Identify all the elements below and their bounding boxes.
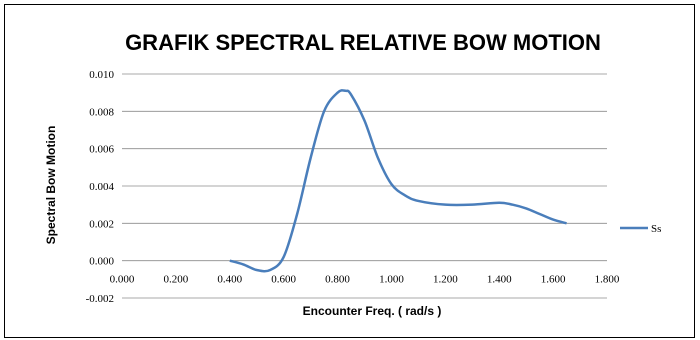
y-tick-label: 0.010 — [89, 69, 114, 81]
x-tick-labels: 0.000 0.200 0.400 0.600 0.800 1.000 1.200 1.400… — [110, 274, 620, 286]
x-tick-label: 0.600 — [271, 274, 296, 286]
x-tick-label: 1.800 — [595, 274, 620, 286]
chart-title: GRAFIK SPECTRAL RELATIVE BOW MOTION — [125, 30, 601, 55]
series-layer — [229, 89, 567, 273]
x-tick-label: 0.800 — [325, 274, 350, 286]
x-axis-title: Encounter Freq. ( rad/s ) — [303, 304, 442, 318]
x-tick-label: 1.200 — [433, 274, 458, 286]
x-tick-label: 1.600 — [541, 274, 566, 286]
x-tick-label: 1.000 — [379, 274, 404, 286]
y-tick-label: 0.006 — [89, 144, 114, 156]
chart-frame — [4, 4, 695, 338]
y-tick-label: 0.000 — [89, 256, 114, 268]
y-tick-label: 0.004 — [89, 181, 114, 193]
grid — [122, 73, 607, 299]
series-line-0 — [229, 89, 567, 273]
y-tick-label: -0.002 — [86, 293, 114, 305]
x-tick-label: 1.400 — [487, 274, 512, 286]
x-tick-label: 0.000 — [110, 274, 135, 286]
y-axis-title: Spectral Bow Motion — [44, 126, 58, 245]
y-tick-labels: 0.010 0.008 0.006 0.004 0.002 0.000 -0.002 — [86, 69, 115, 305]
y-tick-label: 0.002 — [89, 218, 114, 230]
x-tick-label: 0.400 — [217, 274, 242, 286]
legend: Ss — [620, 223, 661, 235]
x-tick-label: 0.200 — [164, 274, 189, 286]
legend-label-ss: Ss — [651, 223, 661, 235]
y-tick-label: 0.008 — [89, 106, 114, 118]
